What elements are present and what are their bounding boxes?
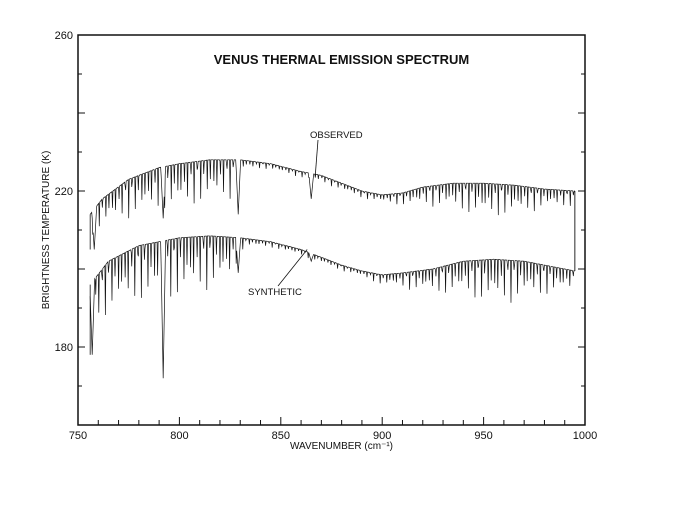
axis-ticks: 750 800 850 900 950 1000 260 220 180 (55, 30, 598, 442)
series-layer (89, 159, 576, 379)
annotation-label: SYNTHETIC (248, 287, 302, 298)
x-tick-label: 900 (373, 430, 391, 442)
annotation-label: OBSERVED (310, 130, 363, 141)
y-tick-label: 180 (55, 342, 73, 354)
annotation-leader (277, 249, 308, 287)
x-tick-label: 800 (170, 430, 188, 442)
annotations: OBSERVED SYNTHETIC (248, 130, 363, 298)
y-tick-label: 220 (55, 186, 73, 198)
x-tick-label: 950 (474, 430, 492, 442)
x-tick-label: 1000 (573, 430, 597, 442)
x-axis-label: WAVENUMBER (cm⁻¹) (290, 441, 393, 452)
y-tick-label: 260 (55, 30, 73, 42)
chart-title: VENUS THERMAL EMISSION SPECTRUM (214, 52, 469, 67)
annotation-leader (314, 139, 319, 176)
plot-frame (77, 34, 586, 426)
series-line-observed (89, 159, 575, 250)
x-tick-label: 750 (69, 430, 87, 442)
y-axis-label: BRIGHTNESS TEMPERATURE (K) (41, 151, 52, 310)
series-line-synthetic (89, 235, 575, 379)
x-tick-label: 850 (272, 430, 290, 442)
